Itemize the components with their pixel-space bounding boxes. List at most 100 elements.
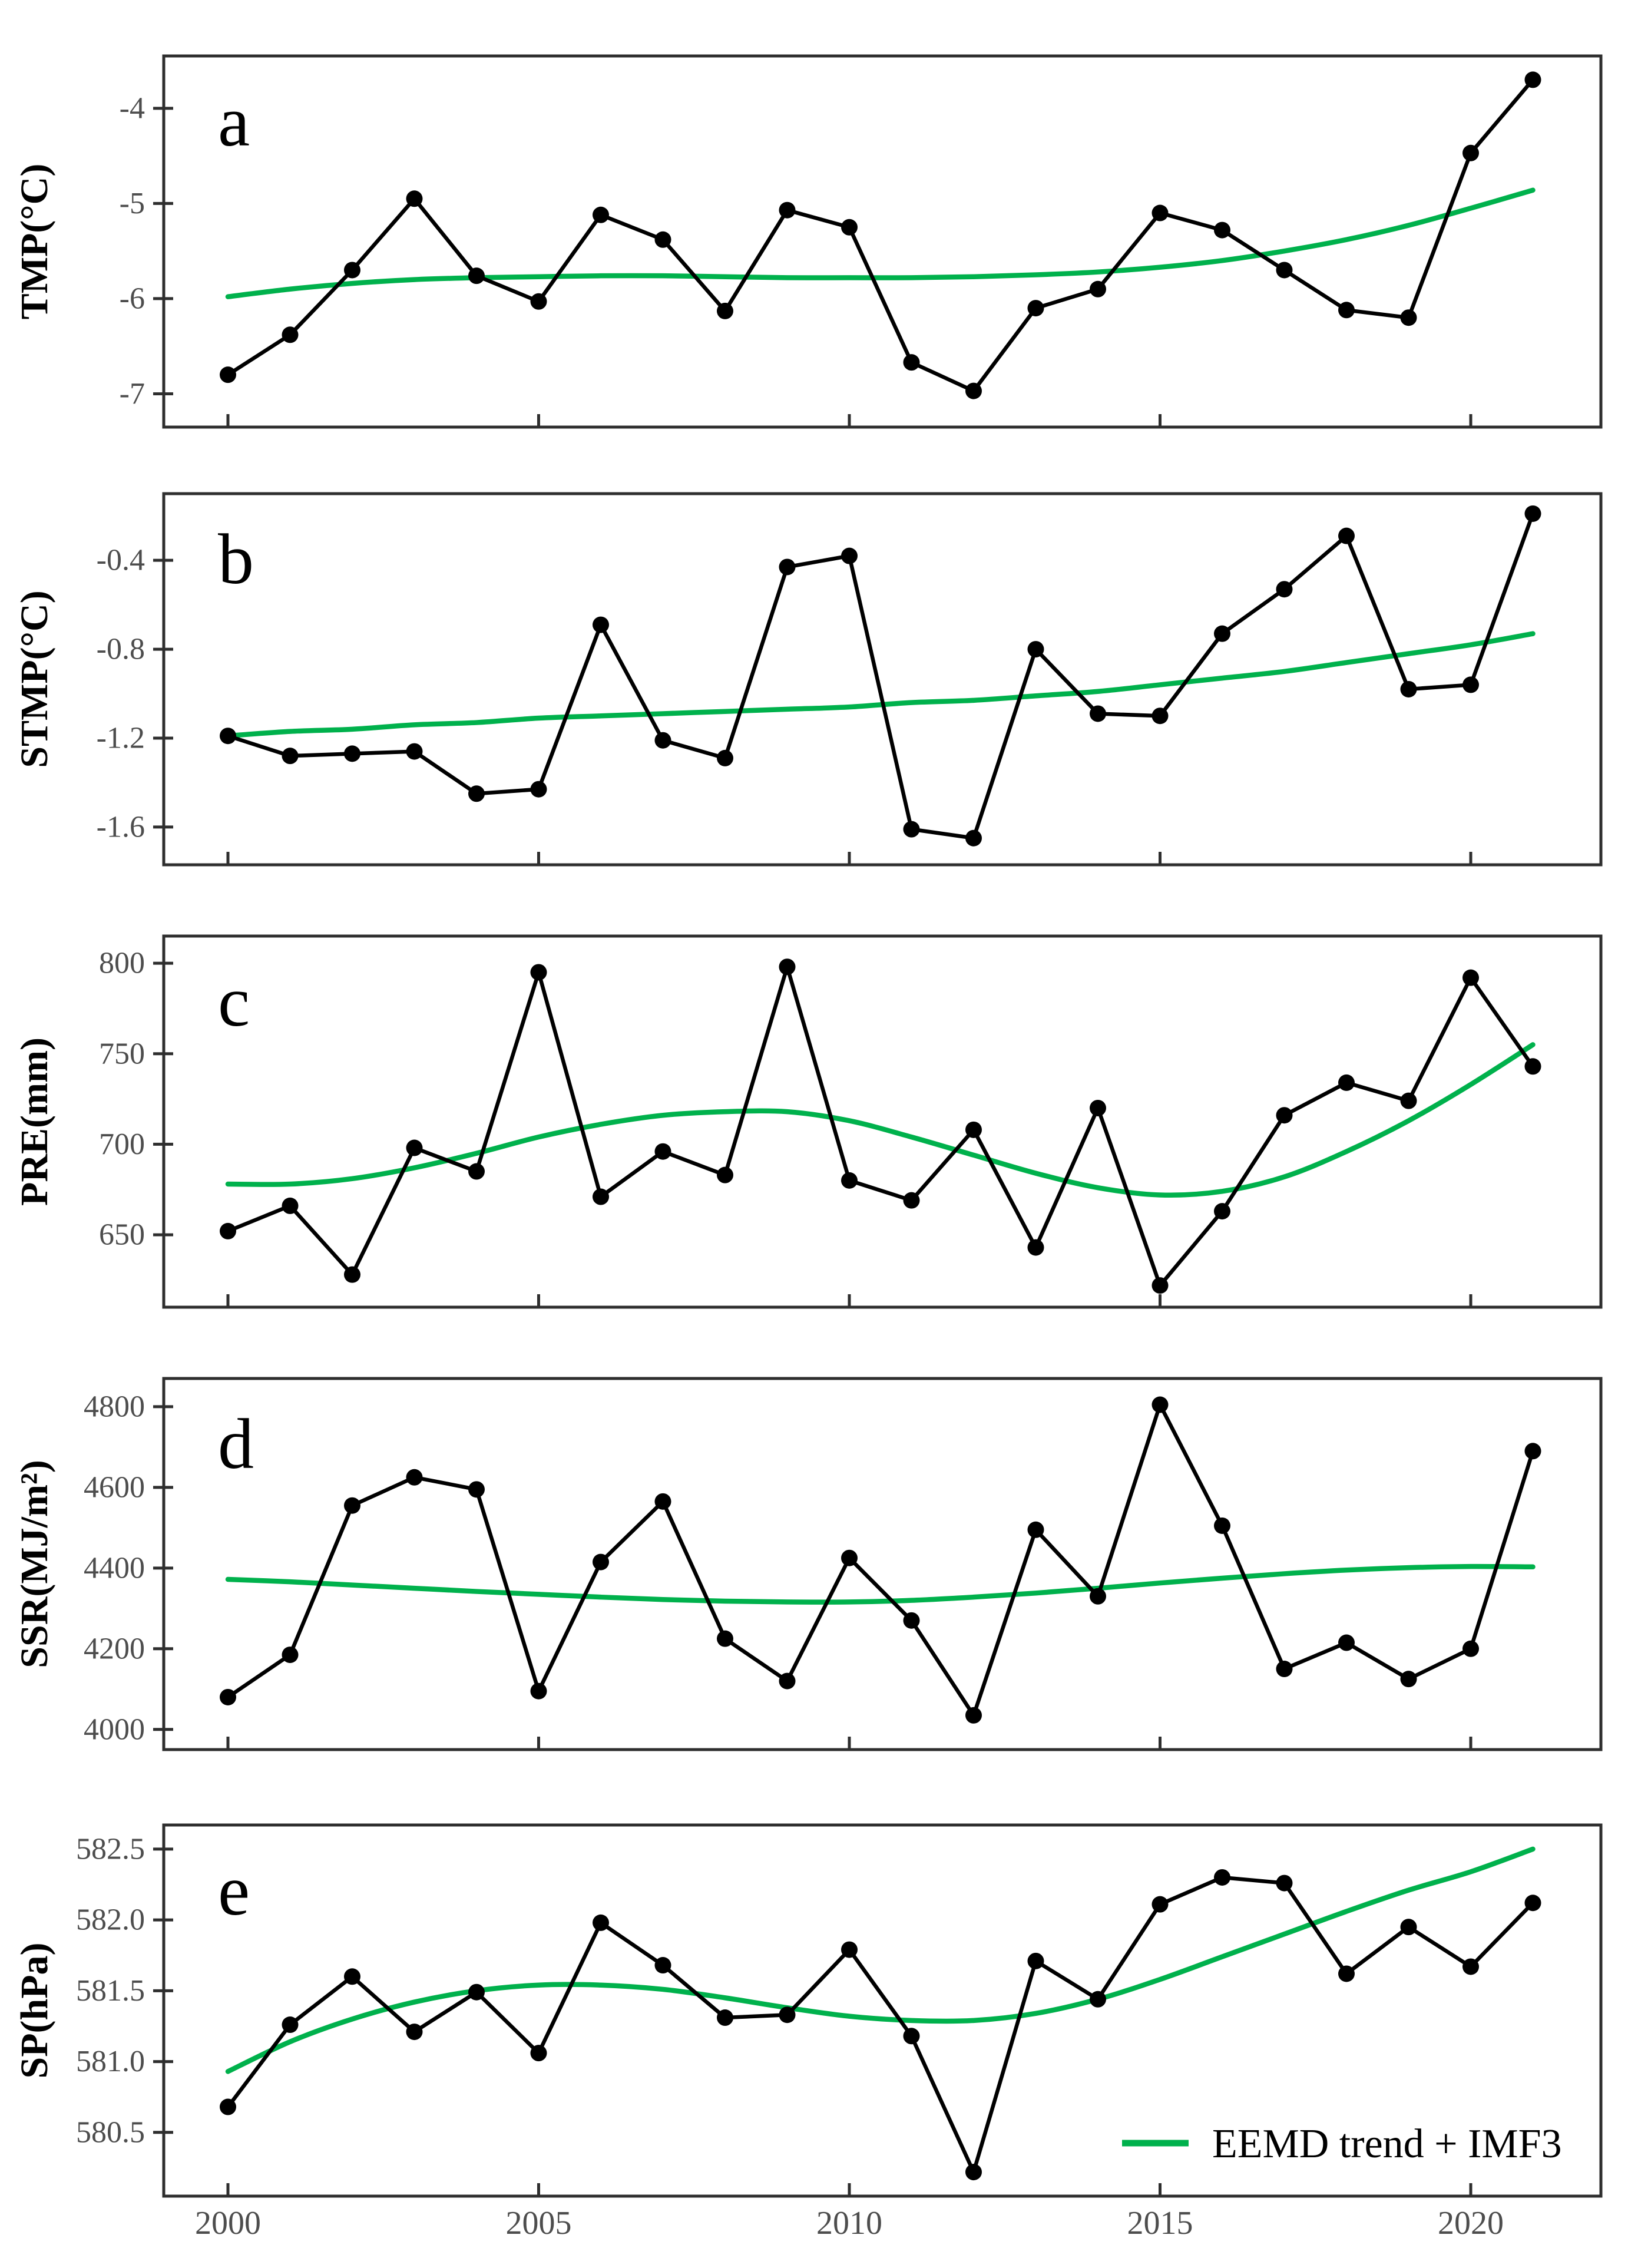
y-tick-label: 582.5 [76,1832,145,1866]
data-point [1090,1588,1106,1605]
y-tick-label: 582.0 [76,1903,145,1937]
plot-box [162,934,1603,1309]
data-point [593,1188,609,1205]
y-axis-title: TMP(°C) [13,164,56,320]
y-tick-label: -6 [120,282,145,315]
data-point [530,2045,547,2062]
data-point [1151,707,1169,725]
trend-line [225,1846,1536,2074]
data-point [841,1941,858,1958]
data-point [717,1630,733,1647]
x-tick-label: 2005 [506,2205,572,2241]
x-tick-label: 2015 [1127,2205,1193,2241]
data-line [227,964,1535,1288]
y-tick-label: 800 [99,947,145,980]
data-point [1214,1869,1230,1886]
data-point [1338,1965,1355,1982]
y-tick-label: 650 [99,1218,145,1252]
data-point [654,231,671,248]
data-point [717,1166,733,1183]
data-point [1151,1277,1169,1294]
data-point [1462,1958,1479,1975]
trend-line [225,1563,1536,1605]
data-point [344,1968,360,1985]
data-markers [220,71,1541,399]
y-axis-title: STMP(°C) [13,590,56,768]
x-tick-label: 2000 [195,2205,261,2241]
data-point [654,1143,671,1160]
data-point [1338,1634,1355,1651]
data-point [593,1553,609,1571]
y-tick-label: 4600 [84,1470,145,1504]
data-line [227,513,1535,840]
y-tick-label: 750 [99,1037,145,1070]
legend: EEMD trend + IMF3 [1122,2121,1562,2167]
data-point [1214,1203,1230,1220]
plot-box [162,54,1603,429]
panel-d: 4000 4200 4400 4600 4800 SSR(MJ/m²) d [13,1377,1603,1751]
data-point [1027,1239,1044,1256]
data-point [593,1914,609,1931]
data-point [220,728,236,745]
data-point [779,958,796,976]
data-point [1276,262,1293,279]
y-tick-label: -1.6 [97,810,145,844]
y-tick-label: 4400 [84,1551,145,1585]
data-point [406,2024,423,2041]
panel-letter: c [218,962,250,1042]
data-point [965,1121,982,1138]
data-point [344,262,360,279]
data-point [1090,280,1106,297]
data-point [593,206,609,223]
data-point [406,1139,423,1156]
panel-a: -7 -6 -5 -4 TMP(°C) a [13,54,1603,429]
plot-box [162,1377,1603,1751]
data-point [779,1672,796,1690]
data-point [220,1688,236,1705]
data-point [1400,1671,1417,1688]
data-point [1090,1099,1106,1116]
data-point [1276,1874,1293,1892]
data-point [406,743,423,760]
data-point [903,2028,920,2045]
y-tick-label: -7 [120,377,145,411]
data-point [344,745,360,762]
data-point [1462,969,1479,986]
data-point [1338,527,1355,544]
data-point [1338,302,1355,319]
data-point [593,616,609,633]
data-point [1027,1952,1044,1969]
data-point [1151,204,1169,221]
data-point [779,558,796,576]
data-point [220,1222,236,1239]
data-point [406,190,423,207]
y-tick-label: 581.5 [76,1974,145,2008]
y-tick-label: 4000 [84,1712,145,1746]
y-tick-label: 581.0 [76,2045,145,2078]
data-point [841,219,858,236]
y-tick-label: -1.2 [97,721,145,755]
data-point [1462,1640,1479,1657]
data-point [1524,71,1541,88]
data-point [468,1983,485,2001]
data-point [903,1612,920,1629]
data-point [1214,221,1230,239]
data-point [717,2009,733,2026]
data-point [220,2098,236,2115]
plot-box [162,1823,1603,2198]
data-point [1524,1058,1541,1075]
x-tick-label: 2020 [1438,2205,1504,2241]
data-point [1276,1661,1293,1678]
data-point [220,366,236,383]
data-line [226,1875,1534,2174]
data-point [468,1481,485,1498]
data-point [468,267,485,285]
panel-b: -1.6 -1.2 -0.8 -0.4 STMP(°C) b [13,492,1603,867]
data-point [841,1172,858,1189]
data-point [468,1163,485,1180]
data-point [406,1469,423,1486]
data-point [779,201,796,219]
data-line [227,1403,1535,1718]
